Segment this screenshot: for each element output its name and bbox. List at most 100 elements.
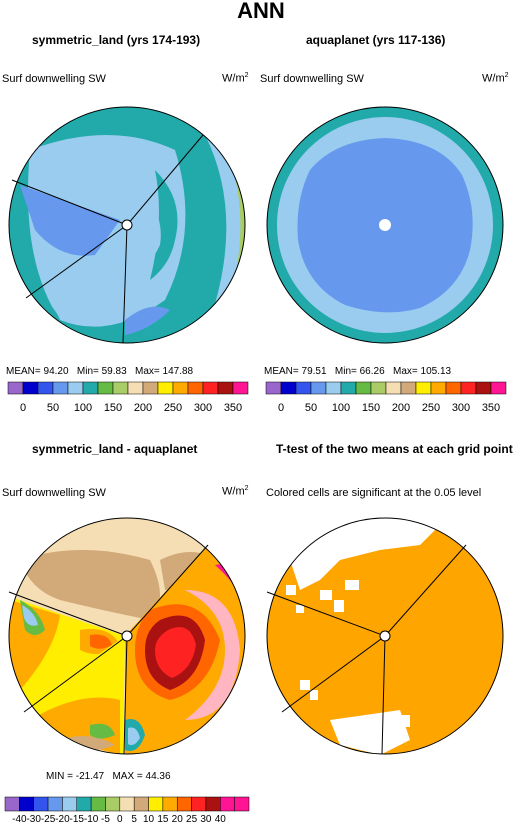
panel2-colorbar-box-6 (355, 381, 372, 395)
panel3-colorbar-label: 40 (215, 814, 227, 825)
panel2-colorbar-box-7 (370, 381, 387, 395)
panel1-colorbar-box-15 (232, 381, 249, 395)
panel3-map (8, 517, 246, 755)
panel2-variable: Surf downwelling SW (260, 73, 364, 85)
panel2-units: W/m2 (482, 72, 509, 85)
panel2-colorbar-box-15 (490, 381, 507, 395)
panel2-colorbar-box-12 (445, 381, 462, 395)
panel4-title: T-test of the two means at each grid poi… (276, 442, 513, 456)
panel3-colorbar-box-1 (19, 796, 34, 812)
panel3-variable: Surf downwelling SW (2, 487, 106, 499)
panel1-colorbar-label: 350 (224, 402, 242, 414)
panel1-colorbar-label: 300 (194, 402, 212, 414)
panel3-colorbar-box-13 (191, 796, 207, 812)
panel1-colorbar-box-12 (187, 381, 204, 395)
panel1-stats: MEAN= 94.20 Min= 59.83 Max= 147.88 (6, 366, 194, 377)
panel2-colorbar-label: 250 (422, 402, 440, 414)
panel1-colorbar-label: 100 (74, 402, 92, 414)
panel3-colorbar-box-16 (234, 796, 250, 812)
panel3-colorbar-label: 25 (186, 814, 198, 825)
panel3-colorbar-box-4 (62, 796, 78, 812)
panel3-colorbar-label: -5 (101, 814, 110, 825)
panel3-colorbar-label: -20 (55, 814, 70, 825)
panel2-colorbar-box-13 (460, 381, 477, 395)
panel2-colorbar-label: 300 (452, 402, 470, 414)
panel3-colorbar-box-14 (205, 796, 221, 812)
panel1-colorbar-box-2 (37, 381, 54, 395)
panel2-colorbar-box-4 (325, 381, 342, 395)
panel1-units: W/m2 (222, 72, 249, 85)
panel2-colorbar-label: 350 (482, 402, 500, 414)
panel3-colorbar-label: 20 (172, 814, 184, 825)
panel2-colorbar-box-3 (310, 381, 327, 395)
panel1-colorbar-box-7 (112, 381, 129, 395)
panel1-colorbar-box-1 (22, 381, 39, 395)
panel3-colorbar-box-6 (90, 796, 106, 812)
panel3-colorbar-box-7 (105, 796, 121, 812)
panel2-colorbar-box-14 (475, 381, 492, 395)
panel2-colorbar-label: 100 (332, 402, 350, 414)
panel3-colorbar-label: -15 (70, 814, 85, 825)
panel3-colorbar-box-2 (33, 796, 49, 812)
panel3-colorbar-label: -25 (41, 814, 56, 825)
panel3-title: symmetric_land - aquaplanet (32, 442, 198, 456)
panel1-variable: Surf downwelling SW (2, 73, 106, 85)
panel1-colorbar-box-13 (202, 381, 219, 395)
panel1-colorbar-box-9 (142, 381, 159, 395)
panel1-colorbar-box-14 (217, 381, 234, 395)
panel3-colorbar-label: -10 (84, 814, 99, 825)
panel1-colorbar-box-10 (157, 381, 174, 395)
panel3-colorbar-box-3 (47, 796, 63, 812)
panel2-colorbar-box-2 (295, 381, 312, 395)
panel2-map (266, 106, 504, 344)
panel2-colorbar-box-11 (430, 381, 447, 395)
panel3-colorbar-box-12 (176, 796, 192, 812)
panel2-colorbar-box-9 (400, 381, 417, 395)
panel1-colorbar-box-4 (67, 381, 84, 395)
panel3-colorbar-label: 0 (117, 814, 123, 825)
panel1-map (8, 106, 246, 344)
panel1-colorbar-box-11 (172, 381, 189, 395)
panel3-colorbar-box-10 (148, 796, 164, 812)
panel1-colorbar-box-5 (82, 381, 99, 395)
panel3-colorbar-label: 30 (200, 814, 212, 825)
panel1-colorbar-label: 0 (20, 402, 26, 414)
panel2-colorbar-label: 150 (362, 402, 380, 414)
panel3-colorbar-box-0 (4, 796, 20, 812)
panel1-title: symmetric_land (yrs 174-193) (32, 33, 201, 47)
panel3-colorbar-box-8 (119, 796, 135, 812)
panel2-colorbar-label: 0 (278, 402, 284, 414)
panel2-title: aquaplanet (yrs 117-136) (306, 33, 446, 47)
panel3-colorbar-box-9 (133, 796, 149, 812)
panel1-colorbar-box-8 (127, 381, 144, 395)
panel3-colorbar-box-15 (220, 796, 235, 812)
panel4-subtitle: Colored cells are significant at the 0.0… (266, 487, 482, 499)
panel3-colorbar-label: 10 (143, 814, 155, 825)
panel3-colorbar-box-5 (76, 796, 92, 812)
panel1-colorbar-box-6 (97, 381, 114, 395)
panel2-colorbar-box-8 (385, 381, 402, 395)
panel1-colorbar-label: 150 (104, 402, 122, 414)
panel2-colorbar-box-5 (340, 381, 357, 395)
panel1-colorbar-label: 250 (164, 402, 182, 414)
panel3-colorbar-label: -30 (26, 814, 41, 825)
panel1-colorbar-box-3 (52, 381, 69, 395)
panel3-colorbar-label: -40 (12, 814, 27, 825)
panel2-colorbar-label: 50 (305, 402, 317, 414)
panel2-colorbar-box-1 (280, 381, 297, 395)
panel3-units: W/m2 (222, 485, 249, 498)
panel4-map (266, 517, 504, 755)
panel3-colorbar-label: 15 (157, 814, 169, 825)
panel3-colorbar-box-11 (162, 796, 178, 812)
panel1-colorbar-box-0 (7, 381, 24, 395)
panel2-colorbar-box-10 (415, 381, 432, 395)
panel1-colorbar-label: 50 (47, 402, 59, 414)
panel3-colorbar-label: 5 (131, 814, 137, 825)
panel2-stats: MEAN= 79.51 Min= 66.26 Max= 105.13 (264, 366, 452, 377)
panel2-colorbar-box-0 (265, 381, 282, 395)
figure-title: ANN (237, 0, 285, 23)
panel1-colorbar-label: 200 (134, 402, 152, 414)
panel3-stats: MIN = -21.47 MAX = 44.36 (46, 771, 171, 782)
panel2-colorbar-label: 200 (392, 402, 410, 414)
